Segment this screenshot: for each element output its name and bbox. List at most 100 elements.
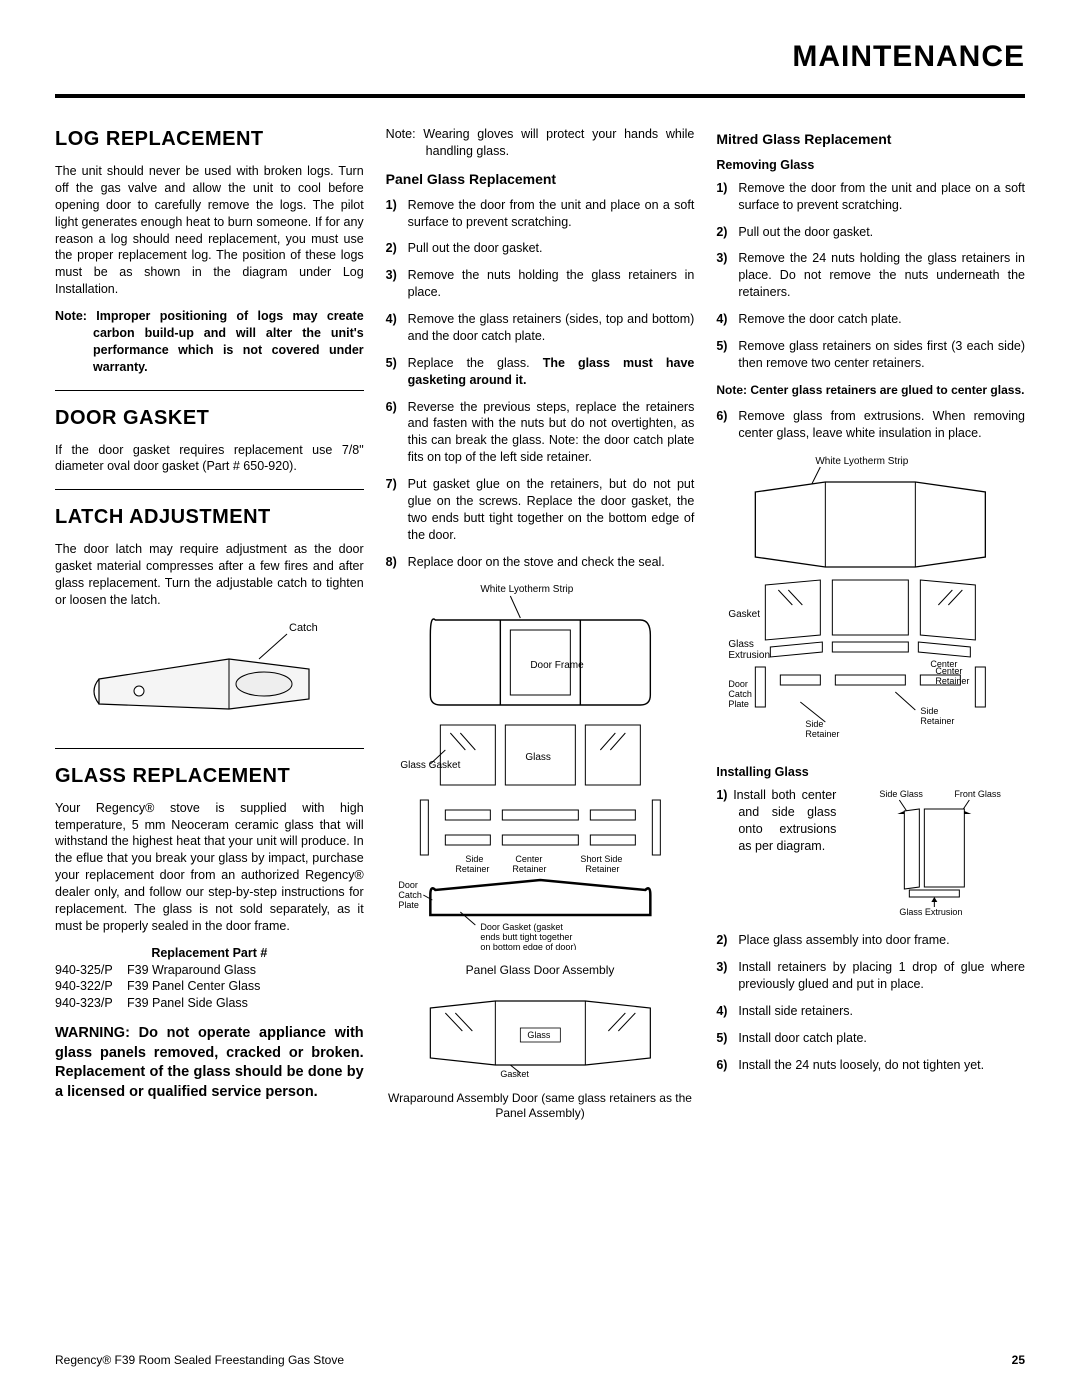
svg-text:White Lyotherm Strip: White Lyotherm Strip [816, 456, 909, 467]
svg-text:Gasket: Gasket [729, 609, 761, 620]
svg-text:Short Side: Short Side [580, 854, 622, 864]
extrusion-diagram: Side Glass Front Glass Glass Extrusion [844, 787, 1025, 922]
log-replacement-body: The unit should never be used with broke… [55, 163, 364, 298]
divider-1 [55, 390, 364, 391]
page-title: MAINTENANCE [55, 40, 1025, 74]
list-item: Install the 24 nuts loosely, do not tigh… [716, 1057, 1025, 1074]
installing-glass-heading: Installing Glass [716, 764, 1025, 781]
svg-text:Glass: Glass [525, 752, 551, 763]
svg-text:Door: Door [729, 679, 749, 689]
svg-text:Retainer: Retainer [512, 864, 546, 874]
center-retainer-note: Note: Center glass retainers are glued t… [716, 382, 1025, 398]
panel-diagram-caption: Panel Glass Door Assembly [386, 963, 695, 979]
page-footer: Regency® F39 Room Sealed Freestanding Ga… [55, 1353, 1025, 1367]
part-number: 940-322/P [55, 978, 127, 995]
list-item: Remove glass retainers on sides first (3… [716, 338, 1025, 372]
svg-text:Glass Gasket: Glass Gasket [400, 760, 460, 771]
svg-text:Side: Side [806, 719, 824, 729]
svg-text:Side: Side [465, 854, 483, 864]
panel-steps: Remove the door from the unit and place … [386, 197, 695, 571]
panel-glass-heading: Panel Glass Replacement [386, 170, 695, 189]
log-replacement-heading: LOG REPLACEMENT [55, 126, 364, 153]
removing-glass-heading: Removing Glass [716, 157, 1025, 174]
page-number: 25 [1012, 1353, 1025, 1367]
list-item: Pull out the door gasket. [386, 240, 695, 257]
svg-text:Retainer: Retainer [585, 864, 619, 874]
list-item: Install door catch plate. [716, 1030, 1025, 1047]
table-row: 940-325/P F39 Wraparound Glass [55, 962, 364, 979]
svg-text:Door Frame: Door Frame [530, 660, 584, 671]
latch-adjustment-heading: LATCH ADJUSTMENT [55, 504, 364, 531]
svg-text:Gasket: Gasket [500, 1069, 529, 1078]
list-item: Remove the 24 nuts holding the glass ret… [716, 250, 1025, 301]
catch-label: Catch [289, 622, 318, 634]
svg-text:Door Gasket (gasket: Door Gasket (gasket [480, 922, 563, 932]
svg-text:on bottom edge of door): on bottom edge of door) [480, 942, 576, 950]
list-item: Remove the door from the unit and place … [716, 180, 1025, 214]
glass-replacement-heading: GLASS REPLACEMENT [55, 763, 364, 790]
glass-replacement-body: Your Regency® stove is supplied with hig… [55, 800, 364, 935]
svg-text:Catch: Catch [729, 689, 753, 699]
footer-text: Regency® F39 Room Sealed Freestanding Ga… [55, 1353, 344, 1367]
column-2: Note: Wearing gloves will protect your h… [386, 126, 695, 1122]
column-1: LOG REPLACEMENT The unit should never be… [55, 126, 364, 1122]
header-rule [55, 94, 1025, 98]
divider-2 [55, 489, 364, 490]
svg-text:ends butt tight together: ends butt tight together [480, 932, 572, 942]
list-item: Remove the door catch plate. [716, 311, 1025, 328]
list-item: Reverse the previous steps, replace the … [386, 399, 695, 467]
door-gasket-body: If the door gasket requires replacement … [55, 442, 364, 476]
latch-diagram: Catch [55, 619, 364, 734]
list-item: Install side retainers. [716, 1003, 1025, 1020]
svg-text:Side: Side [921, 706, 939, 716]
list-item: Remove the nuts holding the glass retain… [386, 267, 695, 301]
warning-text: WARNING: Do not operate appliance with g… [55, 1024, 364, 1102]
gloves-note: Note: Wearing gloves will protect your h… [386, 126, 695, 160]
install-steps-rest: Place glass assembly into door frame. In… [716, 932, 1025, 1073]
divider-3 [55, 748, 364, 749]
part-desc: F39 Panel Center Glass [127, 978, 364, 995]
list-item: Remove the door from the unit and place … [386, 197, 695, 231]
svg-text:Glass: Glass [729, 639, 755, 650]
table-row: 940-323/P F39 Panel Side Glass [55, 995, 364, 1012]
svg-text:Side Glass: Side Glass [880, 789, 924, 799]
list-item: Remove the glass retainers (sides, top a… [386, 311, 695, 345]
parts-header: Replacement Part # [55, 945, 364, 962]
list-item: Replace door on the stove and check the … [386, 554, 695, 571]
list-item: Put gasket glue on the retainers, but do… [386, 476, 695, 544]
mitred-diagram: White Lyotherm Strip Door Frame Glass Ga… [716, 452, 1025, 757]
removing-steps-cont: Remove glass from extrusions. When remov… [716, 408, 1025, 442]
list-item: Pull out the door gasket. [716, 224, 1025, 241]
part-number: 940-325/P [55, 962, 127, 979]
list-item: Replace the glass. The glass must have g… [386, 355, 695, 389]
part-desc: F39 Wraparound Glass [127, 962, 364, 979]
svg-text:Front Glass: Front Glass [955, 789, 1002, 799]
svg-text:Retainer: Retainer [936, 676, 970, 686]
log-replacement-note: Note: Improper positioning of logs may c… [55, 308, 364, 376]
svg-text:Catch: Catch [398, 890, 422, 900]
part-number: 940-323/P [55, 995, 127, 1012]
svg-text:Plate: Plate [729, 699, 750, 709]
replacement-parts-table: Replacement Part # 940-325/P F39 Wraparo… [55, 945, 364, 1013]
svg-text:Glass Extrusion: Glass Extrusion [900, 907, 963, 917]
svg-text:Door: Door [398, 880, 418, 890]
svg-text:Center: Center [936, 666, 963, 676]
wraparound-diagram-caption: Wraparound Assembly Door (same glass ret… [386, 1091, 695, 1122]
svg-text:White Lyotherm Strip: White Lyotherm Strip [480, 584, 573, 595]
svg-text:Extrusion: Extrusion [729, 650, 771, 661]
svg-text:Glass: Glass [527, 1030, 551, 1040]
latch-adjustment-body: The door latch may require adjustment as… [55, 541, 364, 609]
part-desc: F39 Panel Side Glass [127, 995, 364, 1012]
list-item: Remove glass from extrusions. When remov… [716, 408, 1025, 442]
panel-door-diagram: White Lyotherm Strip Door Frame Glass Gl… [386, 580, 695, 955]
mitred-heading: Mitred Glass Replacement [716, 130, 1025, 149]
content-columns: LOG REPLACEMENT The unit should never be… [55, 126, 1025, 1122]
install-step1-row: 1) Install both center and side glass on… [716, 787, 1025, 922]
svg-text:Plate: Plate [398, 900, 419, 910]
door-gasket-heading: DOOR GASKET [55, 405, 364, 432]
list-item: Install retainers by placing 1 drop of g… [716, 959, 1025, 993]
removing-steps: Remove the door from the unit and place … [716, 180, 1025, 372]
svg-text:Retainer: Retainer [806, 729, 840, 739]
column-3: Mitred Glass Replacement Removing Glass … [716, 126, 1025, 1122]
svg-text:Center: Center [515, 854, 542, 864]
